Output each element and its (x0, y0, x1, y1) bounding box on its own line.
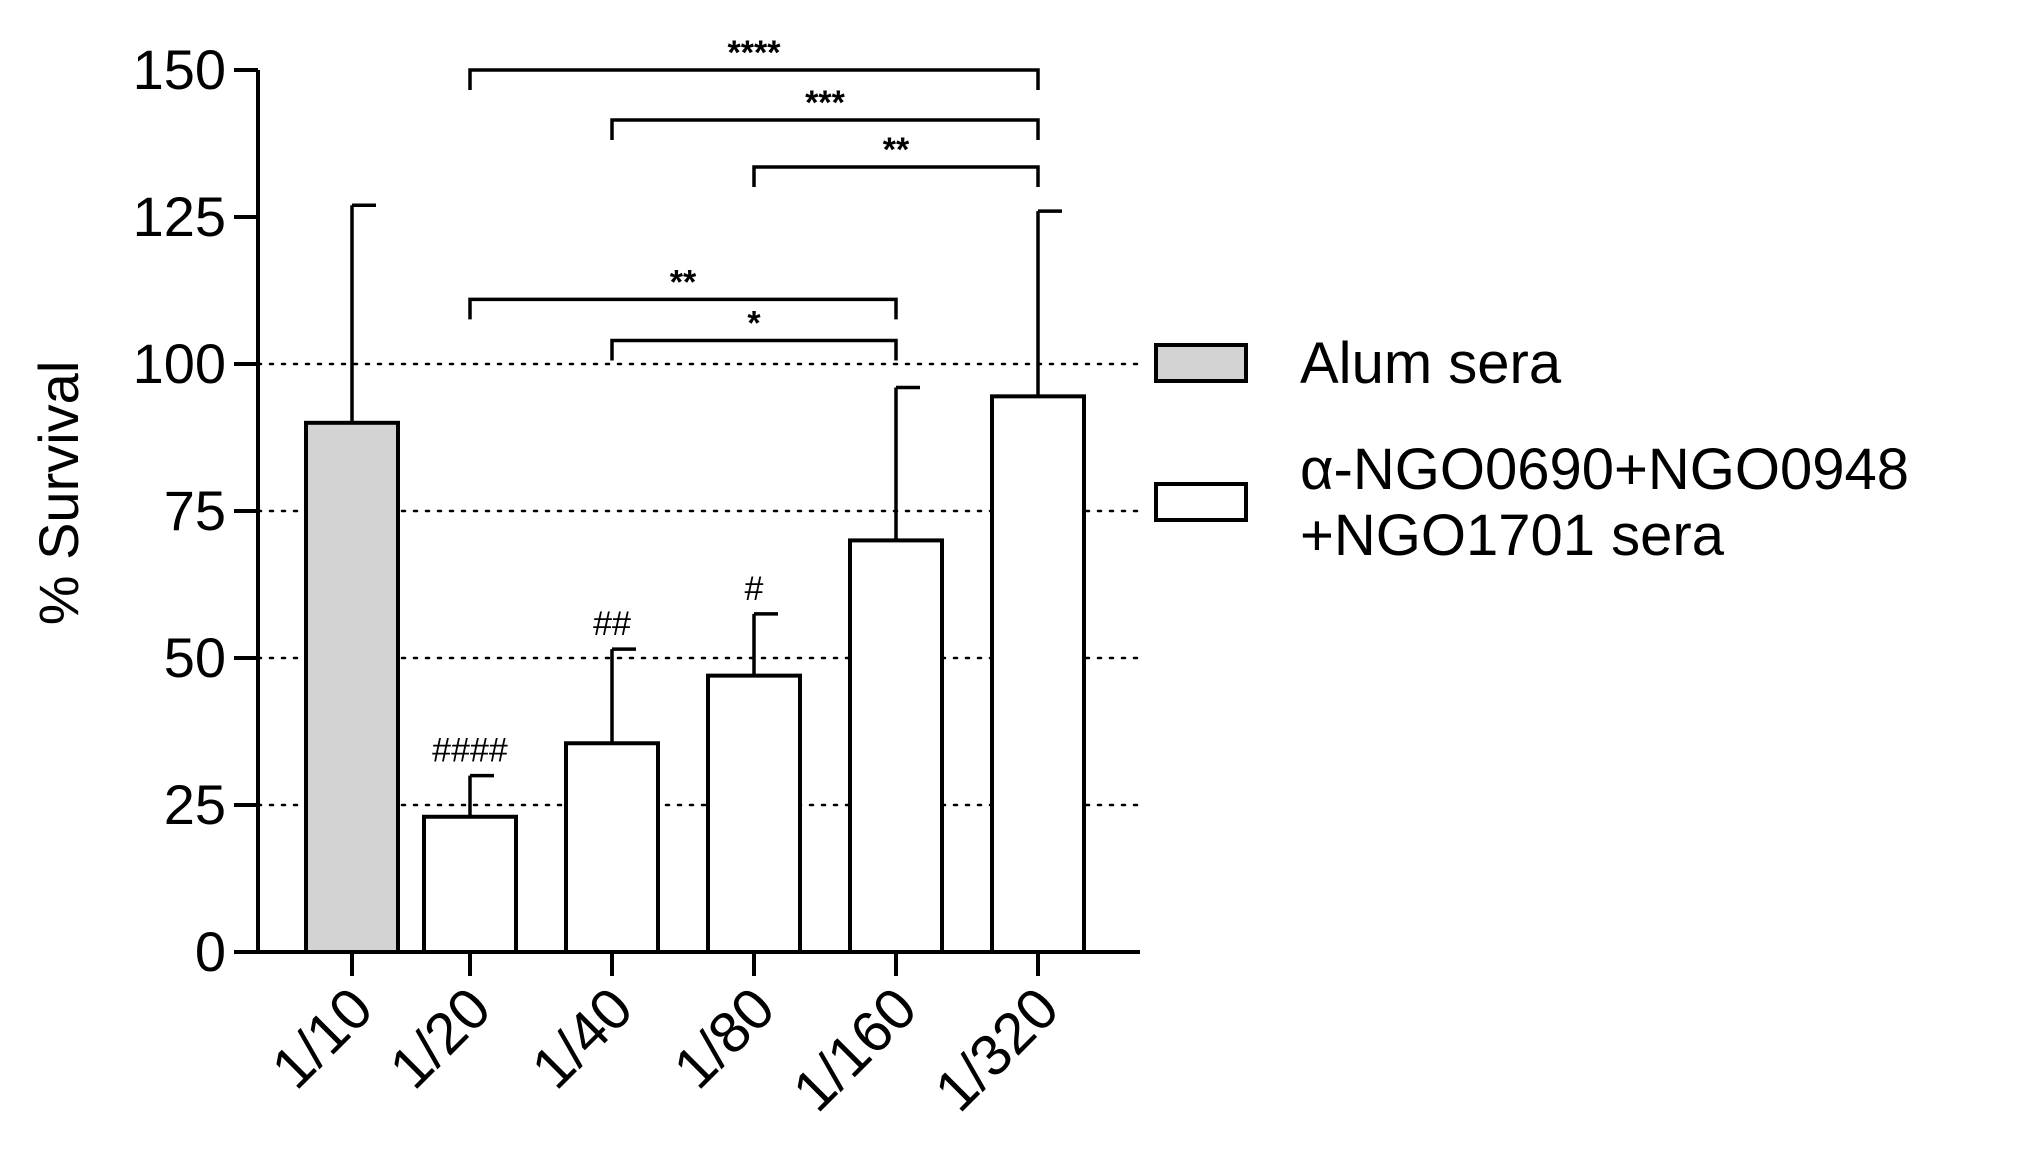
significance-brackets: ************ (468, 34, 1040, 361)
y-tick-label-0: 0 (195, 920, 226, 983)
hash-mark-1-40: ## (593, 605, 631, 643)
hash-mark-1-20: #### (432, 732, 508, 770)
y-tick-label-75: 75 (164, 479, 226, 542)
bar-1-40 (564, 741, 660, 955)
bar-1-10 (304, 420, 400, 954)
legend-label-1-1: +NGO1701 sera (1300, 503, 1725, 568)
significance-bracket-3 (468, 297, 898, 320)
x-tick-label-1-10: 1/10 (259, 975, 385, 1101)
x-tick-label-1-80: 1/80 (661, 975, 787, 1101)
y-tick-label-25: 25 (164, 773, 226, 836)
bar-1-160 (848, 538, 944, 955)
x-tick-label-1-20: 1/20 (377, 975, 503, 1101)
significance-label-3: ** (670, 263, 697, 301)
y-tick-label-100: 100 (133, 332, 226, 395)
legend-label-0-0: Alum sera (1300, 331, 1562, 396)
bar-1-20 (422, 814, 518, 955)
significance-bracket-1 (610, 118, 1040, 140)
significance-label-1: *** (805, 84, 845, 122)
significance-bracket-2 (752, 165, 1040, 188)
hash-annotations: ####### (432, 570, 763, 770)
x-tick-label-1-40: 1/40 (519, 975, 645, 1101)
significance-label-2: ** (883, 131, 910, 169)
significance-label-4: * (747, 304, 761, 342)
legend-label-1-0: α-NGO0690+NGO0948 (1300, 437, 1909, 502)
significance-bracket-0 (468, 68, 1040, 90)
bar-1-320 (990, 394, 1086, 954)
x-tick-label-1-160: 1/160 (781, 975, 930, 1124)
error-bars (350, 203, 1062, 817)
significance-label-0: **** (728, 34, 782, 72)
legend-swatch-1 (1154, 482, 1248, 522)
x-tick-label-1-320: 1/320 (923, 975, 1072, 1124)
legend-swatch-0 (1154, 343, 1248, 383)
bars (304, 394, 1086, 955)
y-axis-label: % Survival (27, 361, 90, 626)
hash-mark-1-80: # (745, 570, 764, 608)
axes: 0 25 50 75 100 125 150 1/101/20 1/40 1/801/1601/3… (133, 38, 1140, 1124)
significance-bracket-4 (610, 338, 898, 361)
y-tick-label-50: 50 (164, 626, 226, 689)
bar-1-80 (706, 673, 802, 954)
y-tick-label-125: 125 (133, 185, 226, 248)
y-tick-label-150: 150 (133, 38, 226, 101)
legend: Alum sera α-NGO0690+NGO0948+NGO1701 sera (1154, 331, 1909, 568)
